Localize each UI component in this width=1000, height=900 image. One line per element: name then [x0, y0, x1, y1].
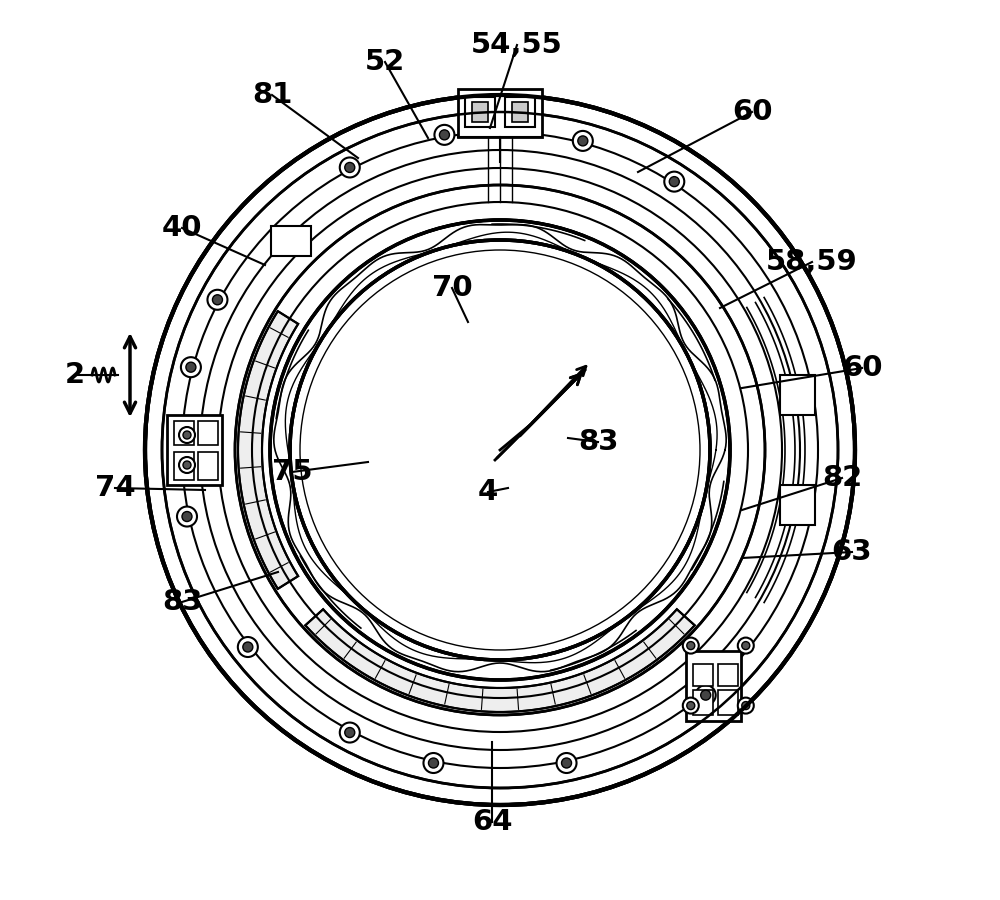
Circle shape — [687, 642, 695, 650]
Circle shape — [439, 130, 449, 140]
Circle shape — [562, 758, 572, 768]
Circle shape — [669, 176, 679, 186]
Bar — [458, 89, 542, 137]
Circle shape — [423, 753, 443, 773]
Circle shape — [573, 130, 593, 151]
Circle shape — [738, 698, 754, 714]
Circle shape — [683, 637, 699, 653]
Bar — [198, 452, 218, 480]
Bar — [505, 97, 535, 127]
Bar — [465, 97, 495, 127]
Circle shape — [701, 690, 711, 700]
Circle shape — [212, 295, 222, 305]
Text: 60: 60 — [732, 98, 772, 126]
Text: 58,59: 58,59 — [766, 248, 858, 276]
Circle shape — [557, 753, 577, 773]
Circle shape — [687, 702, 695, 709]
Circle shape — [179, 457, 195, 473]
Circle shape — [179, 427, 195, 443]
Bar — [271, 227, 311, 256]
Bar — [174, 421, 194, 445]
Text: 63: 63 — [832, 538, 872, 566]
Circle shape — [177, 507, 197, 526]
Bar — [167, 415, 222, 485]
Circle shape — [183, 461, 191, 469]
Circle shape — [428, 758, 438, 768]
Circle shape — [696, 685, 716, 705]
Bar — [512, 102, 528, 122]
Text: 60: 60 — [842, 354, 882, 382]
Bar — [472, 102, 488, 122]
Bar — [693, 689, 713, 715]
Circle shape — [181, 357, 201, 377]
Circle shape — [243, 642, 253, 652]
Text: 54,55: 54,55 — [471, 31, 563, 59]
Text: 40: 40 — [162, 214, 202, 242]
Circle shape — [683, 698, 699, 714]
Text: 83: 83 — [578, 428, 618, 456]
Polygon shape — [238, 311, 298, 589]
Circle shape — [345, 163, 355, 173]
Circle shape — [345, 727, 355, 737]
Bar — [174, 452, 194, 480]
Text: 64: 64 — [472, 808, 512, 836]
Bar — [780, 485, 815, 525]
Text: 74: 74 — [95, 474, 135, 502]
Text: 52: 52 — [365, 48, 405, 76]
Circle shape — [738, 637, 754, 653]
Circle shape — [664, 172, 684, 192]
Circle shape — [578, 136, 588, 146]
Bar — [198, 421, 218, 445]
Circle shape — [238, 637, 258, 657]
Text: 83: 83 — [162, 588, 202, 616]
Text: 81: 81 — [252, 81, 292, 109]
Text: 75: 75 — [272, 458, 312, 486]
Bar — [718, 663, 738, 686]
Circle shape — [182, 511, 192, 521]
Circle shape — [186, 362, 196, 373]
Bar — [693, 663, 713, 686]
Circle shape — [183, 431, 191, 439]
Text: 82: 82 — [822, 464, 862, 492]
Bar — [718, 689, 738, 715]
Circle shape — [742, 702, 750, 709]
Polygon shape — [305, 609, 695, 712]
Circle shape — [434, 125, 454, 145]
Text: 4: 4 — [478, 478, 498, 506]
Circle shape — [340, 158, 360, 177]
Bar — [686, 651, 741, 721]
Circle shape — [207, 290, 227, 310]
Text: 2: 2 — [65, 361, 85, 389]
Circle shape — [302, 252, 698, 648]
Text: 70: 70 — [432, 274, 472, 302]
Circle shape — [742, 642, 750, 650]
Circle shape — [145, 95, 855, 805]
Circle shape — [340, 723, 360, 742]
Bar — [780, 375, 815, 415]
